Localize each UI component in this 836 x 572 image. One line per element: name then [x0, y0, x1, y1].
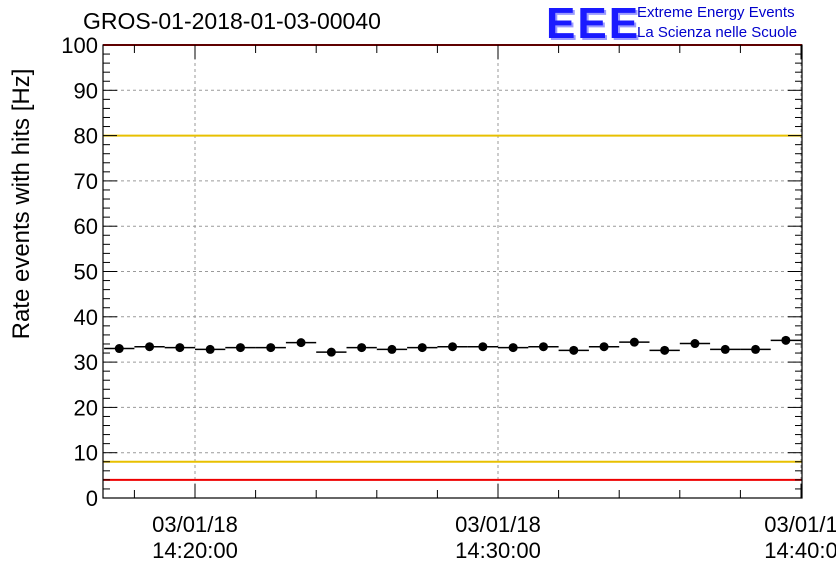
reference-lines [103, 44, 802, 481]
y-tick-label: 30 [74, 350, 98, 375]
chart-title: GROS-01-2018-01-03-00040 [83, 8, 381, 34]
marker [538, 342, 548, 352]
data-point [134, 342, 165, 352]
marker [145, 342, 155, 352]
grid-layer [103, 45, 802, 498]
marker [417, 343, 427, 353]
data-point [285, 338, 317, 348]
data-point [407, 343, 438, 353]
axes: 010203040506070809010003/01/1814:20:0003… [61, 33, 836, 563]
eee-logo: EEE [546, 0, 641, 48]
data-point [164, 343, 195, 353]
marker [175, 343, 185, 353]
y-tick-label: 90 [74, 78, 98, 103]
marker [448, 342, 458, 352]
y-tick-label: 0 [86, 486, 98, 511]
marker [690, 339, 700, 349]
logo-line-2: La Scienza nelle Scuole [637, 24, 798, 41]
data-point [710, 344, 741, 354]
data-point [679, 339, 711, 349]
y-tick-label: 20 [74, 395, 98, 420]
marker [387, 344, 397, 354]
data-point [558, 345, 589, 355]
marker [205, 344, 215, 354]
y-tick-label: 40 [74, 305, 98, 330]
marker [296, 338, 306, 348]
data-point [195, 344, 226, 354]
marker [599, 342, 609, 352]
data-point [376, 344, 408, 354]
data-point [255, 343, 286, 353]
data-point [740, 344, 771, 354]
marker [751, 344, 761, 354]
x-tick-label-date: 03/01/1 [764, 512, 836, 537]
marker [781, 335, 791, 345]
logo-line-1: Extreme Energy Events [637, 4, 795, 21]
data-point [619, 337, 650, 347]
marker [660, 345, 670, 355]
data-point [528, 342, 559, 352]
data-point [770, 335, 801, 345]
y-tick-label: 80 [74, 124, 98, 149]
data-point [316, 347, 347, 357]
data-point [225, 343, 256, 353]
marker [114, 344, 124, 354]
data-point [588, 342, 620, 352]
marker [569, 345, 579, 355]
data-point [498, 343, 529, 353]
data-point [649, 345, 680, 355]
x-tick-label-time: 14:30:00 [455, 538, 541, 563]
marker [235, 343, 245, 353]
x-tick-label-date: 03/01/18 [455, 512, 541, 537]
marker [508, 343, 518, 353]
y-tick-label: 60 [74, 214, 98, 239]
x-tick-label-time: 14:20:00 [152, 538, 238, 563]
data-point [437, 342, 468, 352]
data-point [346, 343, 377, 353]
y-tick-label: 100 [61, 33, 98, 58]
marker [357, 343, 367, 353]
y-tick-label: 50 [74, 260, 98, 285]
marker [629, 337, 639, 347]
x-tick-label-date: 03/01/18 [152, 512, 238, 537]
marker [326, 347, 336, 357]
marker [478, 342, 488, 352]
data-point [104, 344, 135, 354]
marker [266, 343, 276, 353]
marker [720, 344, 730, 354]
data-points [104, 335, 801, 357]
y-tick-label: 10 [74, 441, 98, 466]
data-point [467, 342, 498, 352]
y-tick-label: 70 [74, 169, 98, 194]
x-tick-label-time: 14:40:0 [764, 538, 836, 563]
